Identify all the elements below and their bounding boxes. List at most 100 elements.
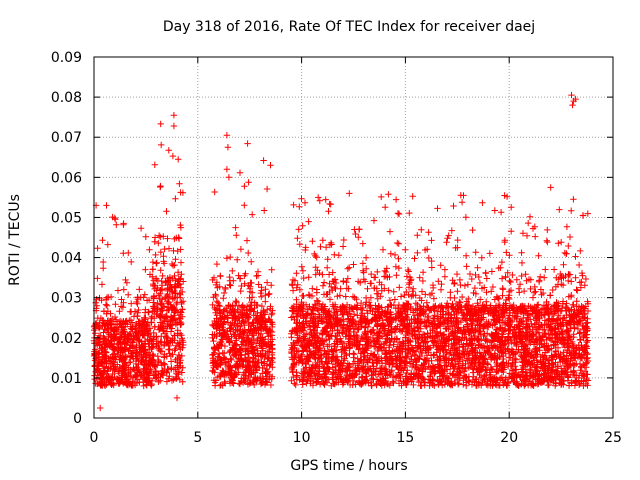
data-point bbox=[169, 294, 176, 302]
data-point bbox=[236, 380, 244, 388]
data-point bbox=[407, 375, 414, 382]
data-point bbox=[231, 331, 238, 338]
data-point bbox=[322, 374, 329, 382]
data-point bbox=[235, 302, 243, 309]
data-point bbox=[177, 291, 184, 298]
data-point bbox=[389, 361, 396, 368]
data-point bbox=[152, 251, 159, 259]
data-point bbox=[392, 263, 400, 270]
data-point bbox=[209, 321, 216, 329]
data-point bbox=[144, 319, 151, 326]
data-point bbox=[314, 359, 321, 366]
data-point bbox=[227, 253, 234, 261]
data-point bbox=[441, 266, 449, 273]
data-point bbox=[222, 284, 229, 291]
data-point bbox=[507, 278, 514, 286]
data-point bbox=[414, 232, 421, 239]
data-point bbox=[499, 292, 506, 299]
data-point bbox=[562, 368, 569, 376]
data-point bbox=[174, 281, 181, 289]
data-point bbox=[340, 236, 347, 244]
data-point bbox=[577, 284, 585, 291]
data-point bbox=[172, 290, 179, 297]
data-point bbox=[265, 315, 272, 323]
data-point bbox=[527, 339, 534, 347]
data-point bbox=[92, 299, 99, 306]
data-point bbox=[163, 208, 170, 215]
data-point bbox=[122, 338, 129, 345]
data-point bbox=[549, 354, 556, 361]
data-point bbox=[357, 338, 364, 345]
data-point bbox=[400, 339, 407, 347]
data-point bbox=[428, 264, 435, 271]
data-point bbox=[423, 299, 430, 306]
data-point bbox=[440, 308, 447, 315]
data-point bbox=[565, 277, 572, 285]
data-point bbox=[258, 302, 266, 310]
data-point bbox=[267, 303, 274, 310]
data-point bbox=[226, 349, 233, 356]
data-point bbox=[305, 274, 312, 281]
data-point bbox=[404, 349, 412, 357]
data-point bbox=[175, 156, 182, 163]
data-point bbox=[150, 343, 157, 350]
data-point bbox=[239, 328, 246, 335]
data-point bbox=[244, 362, 251, 369]
data-point bbox=[262, 323, 269, 330]
data-point bbox=[218, 359, 225, 366]
data-point bbox=[301, 199, 309, 206]
data-point bbox=[111, 347, 118, 354]
data-point bbox=[111, 373, 118, 381]
data-point bbox=[101, 364, 109, 371]
data-point bbox=[168, 304, 175, 311]
data-point bbox=[127, 358, 134, 366]
data-point bbox=[336, 292, 344, 299]
data-point bbox=[178, 369, 186, 376]
data-point bbox=[241, 183, 248, 190]
data-point bbox=[98, 344, 106, 352]
data-point bbox=[171, 272, 178, 280]
data-point bbox=[121, 362, 128, 369]
data-point bbox=[145, 308, 152, 316]
data-point bbox=[237, 362, 244, 370]
data-point bbox=[150, 303, 158, 311]
data-point bbox=[507, 287, 515, 294]
data-point bbox=[238, 375, 245, 382]
data-point bbox=[449, 277, 456, 284]
data-point bbox=[392, 363, 400, 371]
data-point bbox=[362, 301, 369, 308]
data-point bbox=[102, 301, 110, 308]
data-point bbox=[172, 321, 180, 328]
data-point bbox=[441, 381, 449, 388]
data-point bbox=[527, 367, 535, 374]
data-point bbox=[412, 300, 420, 307]
data-point bbox=[96, 325, 103, 332]
data-point bbox=[505, 340, 512, 347]
data-point bbox=[511, 372, 519, 379]
data-point bbox=[178, 332, 185, 339]
data-point bbox=[458, 199, 466, 206]
data-point bbox=[99, 237, 106, 244]
data-point bbox=[232, 351, 239, 359]
data-point bbox=[220, 295, 227, 302]
data-point bbox=[153, 259, 160, 266]
data-point bbox=[560, 261, 567, 268]
data-point bbox=[137, 344, 144, 351]
data-point bbox=[268, 341, 275, 348]
data-point bbox=[230, 277, 237, 284]
data-point bbox=[249, 294, 256, 301]
data-point bbox=[216, 341, 223, 348]
data-point bbox=[247, 306, 255, 314]
data-point bbox=[518, 272, 525, 280]
data-point bbox=[418, 226, 425, 233]
data-point bbox=[505, 330, 512, 337]
data-point bbox=[91, 351, 99, 359]
data-point bbox=[214, 363, 221, 370]
data-point bbox=[494, 294, 502, 302]
data-point bbox=[498, 258, 506, 266]
data-point bbox=[165, 245, 173, 252]
data-point bbox=[462, 252, 470, 259]
data-point bbox=[477, 374, 485, 381]
data-point bbox=[290, 362, 297, 369]
data-point bbox=[288, 334, 295, 341]
